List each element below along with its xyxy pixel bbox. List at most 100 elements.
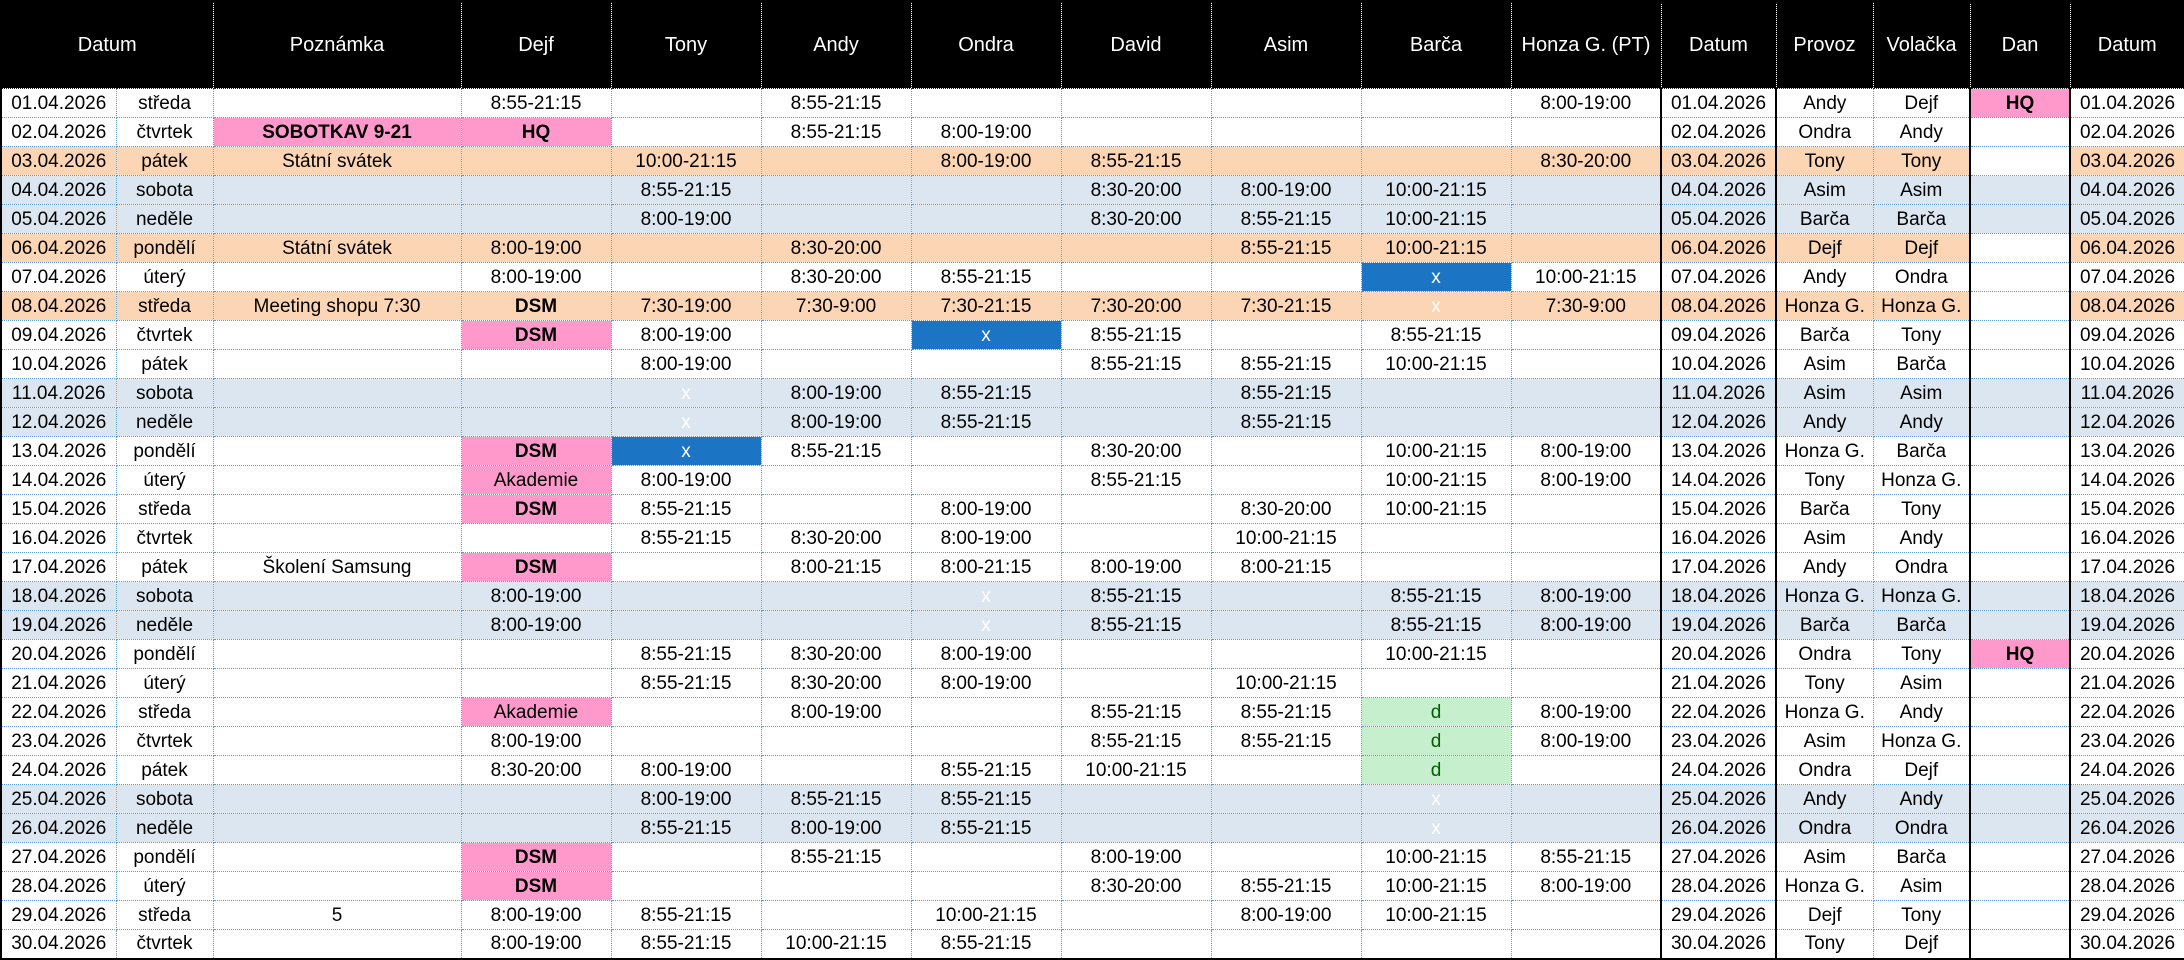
shift-cell-david[interactable]: 8:30-20:00 <box>1060 871 1212 901</box>
shift-cell-andy[interactable]: 8:30-20:00 <box>760 639 912 669</box>
day-cell[interactable]: sobota <box>115 175 214 205</box>
date-cell-repeat-2[interactable]: 18.04.2026 <box>2069 581 2184 611</box>
shift-cell-tony[interactable]: 8:00-19:00 <box>610 320 762 350</box>
shift-cell-honza-g-pt[interactable] <box>1510 117 1662 147</box>
note-cell[interactable]: Meeting shopu 7:30 <box>212 291 462 321</box>
date-cell-repeat-2[interactable]: 19.04.2026 <box>2069 610 2184 640</box>
shift-cell-honza-g-pt[interactable] <box>1510 755 1662 785</box>
shift-cell-tony[interactable]: 8:55-21:15 <box>610 494 762 524</box>
shift-cell-ondra[interactable] <box>910 871 1062 901</box>
shift-cell-andy[interactable] <box>760 581 912 611</box>
provoz-cell[interactable]: Asim <box>1775 842 1874 872</box>
dan-cell[interactable] <box>1969 204 2071 234</box>
shift-cell-andy[interactable]: 8:55-21:15 <box>760 842 912 872</box>
note-cell[interactable] <box>212 697 462 727</box>
dan-cell[interactable] <box>1969 697 2071 727</box>
dan-cell[interactable] <box>1969 871 2071 901</box>
shift-cell-andy[interactable]: 8:55-21:15 <box>760 784 912 814</box>
shift-cell-dejf[interactable] <box>460 784 612 814</box>
shift-cell-tony[interactable]: 8:00-19:00 <box>610 465 762 495</box>
note-cell[interactable] <box>212 204 462 234</box>
shift-cell-bar-a[interactable]: x <box>1360 813 1512 843</box>
shift-cell-david[interactable] <box>1060 929 1212 959</box>
shift-cell-tony[interactable] <box>610 610 762 640</box>
date-cell-repeat-2[interactable]: 05.04.2026 <box>2069 204 2184 234</box>
date-cell-repeat-1[interactable]: 10.04.2026 <box>1660 349 1777 379</box>
shift-cell-ondra[interactable]: x <box>910 320 1062 350</box>
dan-cell[interactable] <box>1969 900 2071 930</box>
shift-cell-honza-g-pt[interactable] <box>1510 552 1662 582</box>
shift-cell-dejf[interactable]: 8:30-20:00 <box>460 755 612 785</box>
provoz-cell[interactable]: Barča <box>1775 610 1874 640</box>
date-cell[interactable]: 19.04.2026 <box>0 610 117 640</box>
shift-cell-ondra[interactable] <box>910 842 1062 872</box>
note-cell[interactable] <box>212 378 462 408</box>
dan-cell[interactable] <box>1969 813 2071 843</box>
shift-cell-bar-a[interactable]: 10:00-21:15 <box>1360 842 1512 872</box>
note-cell[interactable] <box>212 88 462 118</box>
dan-cell[interactable] <box>1969 610 2071 640</box>
date-cell-repeat-1[interactable]: 18.04.2026 <box>1660 581 1777 611</box>
note-cell[interactable] <box>212 929 462 959</box>
shift-cell-ondra[interactable]: 7:30-21:15 <box>910 291 1062 321</box>
shift-cell-dejf[interactable] <box>460 639 612 669</box>
date-cell-repeat-1[interactable]: 16.04.2026 <box>1660 523 1777 553</box>
note-cell[interactable] <box>212 668 462 698</box>
shift-cell-bar-a[interactable]: 10:00-21:15 <box>1360 233 1512 263</box>
date-cell-repeat-2[interactable]: 15.04.2026 <box>2069 494 2184 524</box>
shift-cell-honza-g-pt[interactable] <box>1510 407 1662 437</box>
volacka-cell[interactable]: Barča <box>1872 610 1971 640</box>
note-cell[interactable] <box>212 842 462 872</box>
date-cell[interactable]: 22.04.2026 <box>0 697 117 727</box>
shift-cell-bar-a[interactable] <box>1360 523 1512 553</box>
shift-cell-dejf[interactable]: 8:55-21:15 <box>460 88 612 118</box>
note-cell[interactable] <box>212 726 462 756</box>
shift-cell-dejf[interactable]: 8:00-19:00 <box>460 929 612 959</box>
shift-cell-dejf[interactable] <box>460 813 612 843</box>
dan-cell[interactable] <box>1969 581 2071 611</box>
shift-cell-david[interactable]: 8:30-20:00 <box>1060 175 1212 205</box>
date-cell-repeat-2[interactable]: 07.04.2026 <box>2069 262 2184 292</box>
shift-cell-honza-g-pt[interactable]: 8:30-20:00 <box>1510 146 1662 176</box>
shift-cell-dejf[interactable]: 8:00-19:00 <box>460 900 612 930</box>
shift-cell-ondra[interactable]: 8:00-21:15 <box>910 552 1062 582</box>
shift-cell-dejf[interactable] <box>460 407 612 437</box>
shift-cell-ondra[interactable]: 8:55-21:15 <box>910 929 1062 959</box>
date-cell-repeat-1[interactable]: 04.04.2026 <box>1660 175 1777 205</box>
shift-cell-honza-g-pt[interactable] <box>1510 784 1662 814</box>
shift-cell-tony[interactable] <box>610 233 762 263</box>
provoz-cell[interactable]: Andy <box>1775 784 1874 814</box>
note-cell[interactable] <box>212 639 462 669</box>
volacka-cell[interactable]: Barča <box>1872 842 1971 872</box>
shift-cell-andy[interactable]: 8:30-20:00 <box>760 233 912 263</box>
day-cell[interactable]: pondělí <box>115 639 214 669</box>
day-cell[interactable]: úterý <box>115 668 214 698</box>
volacka-cell[interactable]: Andy <box>1872 784 1971 814</box>
shift-cell-david[interactable]: 8:55-21:15 <box>1060 146 1212 176</box>
date-cell-repeat-2[interactable]: 10.04.2026 <box>2069 349 2184 379</box>
date-cell-repeat-2[interactable]: 29.04.2026 <box>2069 900 2184 930</box>
date-cell[interactable]: 10.04.2026 <box>0 349 117 379</box>
shift-cell-asim[interactable]: 8:55-21:15 <box>1210 349 1362 379</box>
note-cell[interactable]: 5 <box>212 900 462 930</box>
shift-cell-bar-a[interactable]: x <box>1360 291 1512 321</box>
date-cell-repeat-2[interactable]: 24.04.2026 <box>2069 755 2184 785</box>
date-cell-repeat-2[interactable]: 01.04.2026 <box>2069 88 2184 118</box>
shift-cell-honza-g-pt[interactable] <box>1510 668 1662 698</box>
shift-cell-tony[interactable] <box>610 552 762 582</box>
shift-cell-dejf[interactable]: 8:00-19:00 <box>460 610 612 640</box>
shift-cell-david[interactable] <box>1060 407 1212 437</box>
shift-cell-dejf[interactable]: DSM <box>460 552 612 582</box>
volacka-cell[interactable]: Honza G. <box>1872 465 1971 495</box>
shift-cell-bar-a[interactable]: 10:00-21:15 <box>1360 871 1512 901</box>
shift-cell-honza-g-pt[interactable] <box>1510 349 1662 379</box>
date-cell-repeat-1[interactable]: 25.04.2026 <box>1660 784 1777 814</box>
day-cell[interactable]: středa <box>115 697 214 727</box>
shift-cell-honza-g-pt[interactable] <box>1510 523 1662 553</box>
note-cell[interactable] <box>212 871 462 901</box>
shift-cell-david[interactable] <box>1060 88 1212 118</box>
shift-cell-dejf[interactable]: HQ <box>460 117 612 147</box>
shift-cell-bar-a[interactable]: 10:00-21:15 <box>1360 494 1512 524</box>
shift-cell-tony[interactable]: 7:30-19:00 <box>610 291 762 321</box>
shift-cell-tony[interactable]: x <box>610 436 762 466</box>
